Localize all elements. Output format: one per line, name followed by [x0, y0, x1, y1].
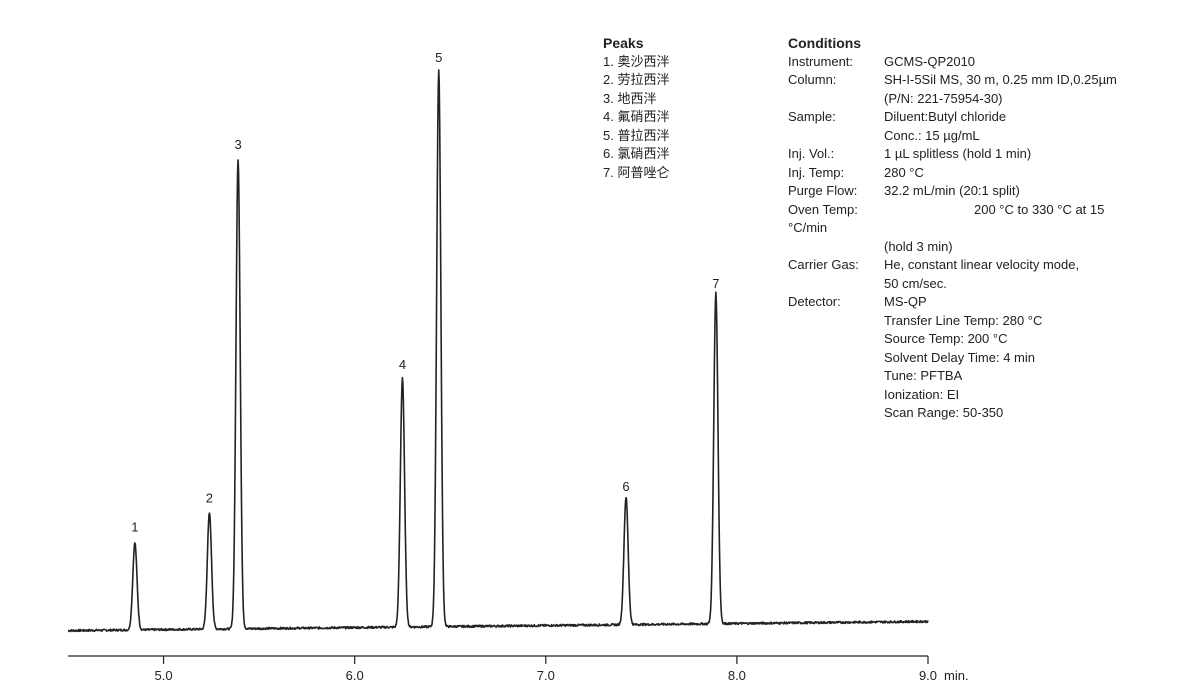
x-axis: 5.0 6.0 7.0 8.0 9.0 min. [68, 655, 969, 683]
condition-row: Inj. Temp: 280 °C [788, 164, 1117, 183]
condition-label: Detector: [788, 294, 841, 309]
peak-label-4: 4 [399, 357, 406, 372]
peaks-legend-list: 1. 奥沙西泮 2. 劳拉西泮 3. 地西泮 4. 氟硝西泮 5. 普拉西泮 6. 氯硝西… [603, 53, 669, 183]
condition-row: Carrier Gas: He, constant linear velocity… [788, 256, 1117, 275]
condition-label: Column: [788, 72, 837, 87]
condition-label: Inj. Vol.: [788, 146, 835, 161]
peak-label-2: 2 [206, 491, 213, 506]
x-tick-label: 6.0 [346, 668, 364, 683]
condition-value: (hold 3 min) [884, 238, 953, 254]
peak-label-1: 1 [131, 520, 138, 535]
peak-legend-item: 6. 氯硝西泮 [603, 146, 670, 161]
condition-row: Column: SH-I-5Sil MS, 30 m, 0.25 mm ID,0.… [788, 71, 1117, 90]
condition-row: Instrument: GCMS-QP2010 [788, 53, 1117, 72]
condition-value: (P/N: 221-75954-30) [884, 90, 1003, 106]
condition-row: Conc.: 15 µg/mL [788, 127, 1117, 146]
peak-label-3: 3 [234, 137, 241, 152]
condition-value: SH-I-5Sil MS, 30 m, 0.25 mm ID,0.25µm [884, 72, 1117, 87]
condition-label: Carrier Gas: [788, 257, 859, 272]
condition-value: Ionization: EI [884, 386, 960, 402]
condition-value: Transfer Line Temp: 280 °C [884, 312, 1043, 328]
peaks-legend-title: Peaks [603, 35, 644, 51]
condition-label: Inj. Temp: [788, 164, 845, 180]
condition-row: (hold 3 min) [788, 238, 1117, 257]
condition-value: 50 cm/sec. [884, 275, 947, 291]
condition-row: (P/N: 221-75954-30) [788, 90, 1117, 109]
condition-row: Purge Flow: 32.2 mL/min (20:1 split) [788, 182, 1117, 201]
condition-value: 200 °C to 330 °C at 15 [974, 201, 1105, 217]
condition-value: 280 °C [884, 164, 924, 180]
condition-label: °C/min [788, 220, 828, 235]
peak-legend-item: 1. 奥沙西泮 [603, 53, 670, 69]
chromatogram-trace [67, 69, 929, 633]
peak-label-6: 6 [622, 479, 629, 494]
peaks-legend: Peaks 1. 奥沙西泮 2. 劳拉西泮 3. 地西泮 4. 氟硝西泮 5. 普拉西泮… [603, 34, 669, 182]
condition-value: Solvent Delay Time: 4 min [884, 349, 1036, 365]
x-ticks: 5.0 6.0 7.0 8.0 9.0 [155, 656, 937, 683]
condition-row: Ionization: EI [788, 386, 1117, 405]
x-axis-title: min. [944, 668, 969, 683]
condition-row: Solvent Delay Time: 4 min [788, 349, 1117, 368]
condition-row: °C/min [788, 219, 1117, 238]
condition-row: Source Temp: 200 °C [788, 330, 1117, 349]
conditions-title: Conditions [788, 35, 862, 51]
condition-label: Purge Flow: [788, 183, 858, 198]
peak-label-7: 7 [712, 276, 719, 291]
condition-row: Scan Range: 50-350 [788, 404, 1117, 423]
condition-value: Tune: PFTBA [884, 368, 963, 383]
peak-label-5: 5 [435, 50, 442, 65]
condition-label: Oven Temp: [788, 201, 858, 217]
condition-row: Detector: MS-QP [788, 293, 1117, 312]
peak-legend-item: 3. 地西泮 [603, 90, 657, 106]
x-tick-label: 7.0 [537, 668, 555, 683]
peak-legend-item: 5. 普拉西泮 [603, 127, 670, 143]
x-tick-label: 5.0 [155, 668, 173, 683]
condition-value: Source Temp: 200 °C [884, 331, 1008, 346]
peak-legend-item: 2. 劳拉西泮 [603, 72, 670, 87]
condition-value: Scan Range: 50-350 [884, 405, 1004, 420]
condition-value: MS-QP [884, 294, 927, 309]
conditions-panel: Conditions Instrument: GCMS-QP2010 Column:… [788, 34, 1117, 423]
condition-label: Instrument: [788, 53, 854, 69]
x-tick-label: 9.0 [919, 668, 937, 683]
condition-row: Sample: Diluent:Butyl chloride [788, 108, 1117, 127]
condition-value: Conc.: 15 µg/mL [884, 127, 980, 143]
condition-row: Inj. Vol.: 1 µL splitless (hold 1 min) [788, 145, 1117, 164]
condition-value: 1 µL splitless (hold 1 min) [884, 146, 1032, 161]
peak-labels: 1 2 3 4 5 6 7 [131, 50, 719, 535]
condition-row: Oven Temp: 200 °C to 330 °C at 15 [788, 201, 1117, 220]
condition-row: Transfer Line Temp: 280 °C [788, 312, 1117, 331]
x-tick-label: 8.0 [728, 668, 746, 683]
condition-label: Sample: [788, 109, 836, 124]
conditions-list: Instrument: GCMS-QP2010 Column: SH-I-5Sil M… [788, 53, 1117, 423]
condition-value: 32.2 mL/min (20:1 split) [884, 183, 1020, 198]
condition-value: Diluent:Butyl chloride [884, 109, 1007, 124]
peak-legend-item: 4. 氟硝西泮 [603, 109, 670, 124]
condition-value: He, constant linear velocity mode, [884, 257, 1080, 272]
condition-row: Tune: PFTBA [788, 367, 1117, 386]
condition-row: 50 cm/sec. [788, 275, 1117, 294]
condition-value: GCMS-QP2010 [884, 53, 976, 69]
peak-legend-item: 7. 阿普唑仑 [603, 164, 670, 180]
